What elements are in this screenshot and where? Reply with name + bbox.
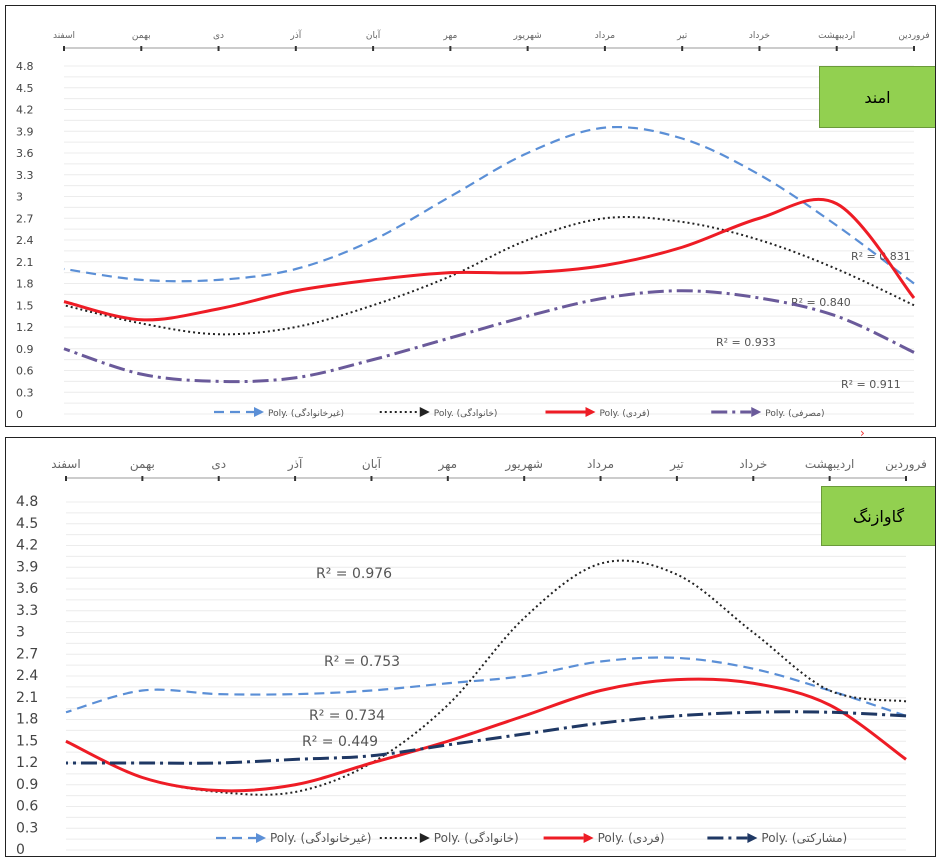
- x-tick-label: دی: [213, 31, 224, 41]
- y-tick-label: 3: [16, 625, 25, 641]
- x-tick-label: مهر: [442, 31, 457, 41]
- series-line: [66, 710, 907, 765]
- y-tick-label: 1.2: [16, 755, 38, 771]
- series-line: [65, 677, 907, 793]
- y-tick-label: 1.5: [16, 299, 34, 312]
- legend-arrow: [747, 833, 758, 843]
- r-squared-label: R² = 0.734: [309, 708, 385, 724]
- y-tick-label: 1.2: [16, 321, 34, 334]
- y-tick-label: 4.8: [16, 494, 38, 510]
- chart-top-svg: فروردین اردیبهشت خرداد تیر مرداد شهریور مهر آبا…: [16, 29, 930, 421]
- series-line: [65, 656, 907, 717]
- location-label-omand: امند: [819, 66, 935, 128]
- y-tick-label: 0: [16, 842, 25, 856]
- r-squared-label: R² = 0.449: [302, 734, 378, 750]
- y-tick-label: 4.2: [16, 104, 34, 117]
- x-tick-label: تیر: [676, 31, 688, 41]
- x-tick-label: اردیبهشت: [818, 31, 855, 41]
- x-tick-label: بهمن: [132, 31, 151, 41]
- x-tick-label: مرداد: [587, 457, 614, 472]
- y-tick-label: 2.7: [16, 212, 34, 225]
- y-tick-label: 0.6: [16, 365, 34, 378]
- r-squared-label: R² = 0.753: [324, 654, 400, 670]
- x-tick-label: آذر: [287, 456, 303, 472]
- legend-arrow: [583, 833, 594, 843]
- series-line: [63, 216, 915, 336]
- x-tick-label: اردیبهشت: [805, 457, 854, 472]
- x-tick-label: مرداد: [595, 31, 615, 41]
- x-tick-label: شهریور: [504, 457, 543, 472]
- y-tick-label: 0.3: [16, 820, 38, 836]
- legend-entry: Poly. (غیرخانوادگی): [270, 831, 371, 846]
- x-tick-label: مهر: [438, 457, 458, 472]
- chart-panel-bottom: فروردین اردیبهشت خرداد تیر مرداد شهریور مهر آبا…: [5, 437, 936, 857]
- y-tick-label: 3.6: [16, 581, 38, 597]
- x-tick-label: خرداد: [739, 457, 767, 472]
- x-tick-label: آبان: [366, 29, 381, 41]
- r-squared-label: R² = 0.933: [716, 336, 776, 349]
- y-tick-label: 4.5: [16, 82, 34, 95]
- legend-entry: Poly. (مصرفی): [765, 409, 824, 419]
- x-tick-label: اسفند: [53, 31, 75, 41]
- y-tick-label: 4.5: [16, 516, 38, 532]
- y-tick-label: 2.1: [16, 690, 38, 706]
- series-line: [63, 126, 915, 285]
- y-tick-label: 3.9: [16, 125, 34, 138]
- y-tick-label: 2.4: [16, 668, 38, 684]
- x-tick-label: شهریور: [513, 31, 542, 41]
- chart-bottom-svg: فروردین اردیبهشت خرداد تیر مرداد شهریور مهر آبا…: [16, 456, 927, 856]
- series-line: [63, 289, 915, 384]
- legend-entry: Poly. (مشارکتی): [761, 831, 847, 846]
- location-label-gavazang: گاوازنگ: [821, 486, 935, 546]
- y-tick-label: 1.5: [16, 733, 38, 749]
- legend-entry: Poly. (فردی): [598, 831, 665, 846]
- series-line: [63, 197, 916, 322]
- r-squared-label: R² = 0.831: [851, 250, 911, 263]
- legend-entry: Poly. (فردی): [600, 409, 650, 419]
- r-squared-label: R² = 0.976: [316, 566, 392, 582]
- legend-entry: Poly. (خانوادگی): [434, 831, 519, 846]
- y-tick-label: 4.8: [16, 60, 34, 73]
- r-squared-label: R² = 0.911: [841, 378, 901, 391]
- y-tick-label: 2.1: [16, 256, 34, 269]
- x-tick-label: تیر: [669, 457, 684, 472]
- y-tick-label: 3.3: [16, 169, 34, 182]
- legend-entry: Poly. (غیرخانوادگی): [268, 407, 344, 419]
- x-tick-label: فروردین: [898, 31, 929, 41]
- x-tick-label: آبان: [362, 456, 382, 471]
- separator-mark: ›: [860, 426, 865, 440]
- legend-arrow: [419, 833, 430, 843]
- x-tick-label: بهمن: [130, 457, 155, 472]
- y-tick-label: 4.2: [16, 538, 38, 554]
- x-tick-label: آذر: [289, 29, 301, 41]
- y-tick-label: 0: [16, 408, 23, 421]
- chart-panel-top: فروردین اردیبهشت خرداد تیر مرداد شهریور مهر آبا…: [5, 5, 936, 427]
- y-tick-label: 0.6: [16, 799, 38, 815]
- y-tick-label: 3.3: [16, 603, 38, 619]
- x-tick-label: خرداد: [749, 31, 770, 41]
- y-tick-label: 3.9: [16, 559, 38, 575]
- legend-arrow: [585, 407, 596, 417]
- legend-arrow: [254, 407, 264, 417]
- y-tick-label: 2.4: [16, 234, 34, 247]
- legend-arrow: [256, 833, 266, 843]
- y-tick-label: 3.6: [16, 147, 34, 160]
- y-tick-label: 2.7: [16, 646, 38, 662]
- y-tick-label: 1.8: [16, 712, 38, 728]
- y-tick-label: 0.9: [16, 343, 34, 356]
- y-tick-label: 0.9: [16, 777, 38, 793]
- y-tick-label: 1.8: [16, 278, 34, 291]
- legend-entry: Poly. (خانوادگی): [434, 407, 498, 419]
- x-tick-label: اسفند: [51, 457, 80, 471]
- series-line: [65, 559, 907, 796]
- y-tick-label: 0.3: [16, 386, 34, 399]
- y-tick-label: 3: [16, 191, 23, 204]
- legend-arrow: [751, 407, 762, 417]
- x-tick-label: دی: [211, 457, 226, 471]
- x-tick-label: فروردین: [885, 457, 927, 472]
- legend-arrow: [419, 407, 430, 417]
